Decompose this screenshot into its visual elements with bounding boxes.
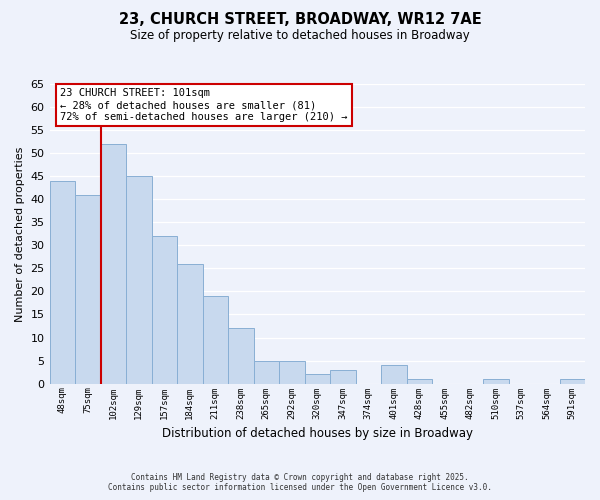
Text: Size of property relative to detached houses in Broadway: Size of property relative to detached ho… <box>130 29 470 42</box>
Bar <box>254 360 279 384</box>
Bar <box>152 236 177 384</box>
Bar <box>126 176 152 384</box>
Bar <box>50 181 75 384</box>
Bar <box>75 194 101 384</box>
Bar <box>407 379 432 384</box>
Bar <box>177 264 203 384</box>
Bar <box>101 144 126 384</box>
Bar <box>330 370 356 384</box>
Y-axis label: Number of detached properties: Number of detached properties <box>15 146 25 322</box>
X-axis label: Distribution of detached houses by size in Broadway: Distribution of detached houses by size … <box>162 427 473 440</box>
Text: 23, CHURCH STREET, BROADWAY, WR12 7AE: 23, CHURCH STREET, BROADWAY, WR12 7AE <box>119 12 481 28</box>
Bar <box>483 379 509 384</box>
Bar <box>381 365 407 384</box>
Bar <box>228 328 254 384</box>
Bar <box>203 296 228 384</box>
Bar <box>305 374 330 384</box>
Text: Contains HM Land Registry data © Crown copyright and database right 2025.
Contai: Contains HM Land Registry data © Crown c… <box>108 473 492 492</box>
Bar <box>560 379 585 384</box>
Bar <box>279 360 305 384</box>
Text: 23 CHURCH STREET: 101sqm
← 28% of detached houses are smaller (81)
72% of semi-d: 23 CHURCH STREET: 101sqm ← 28% of detach… <box>60 88 348 122</box>
